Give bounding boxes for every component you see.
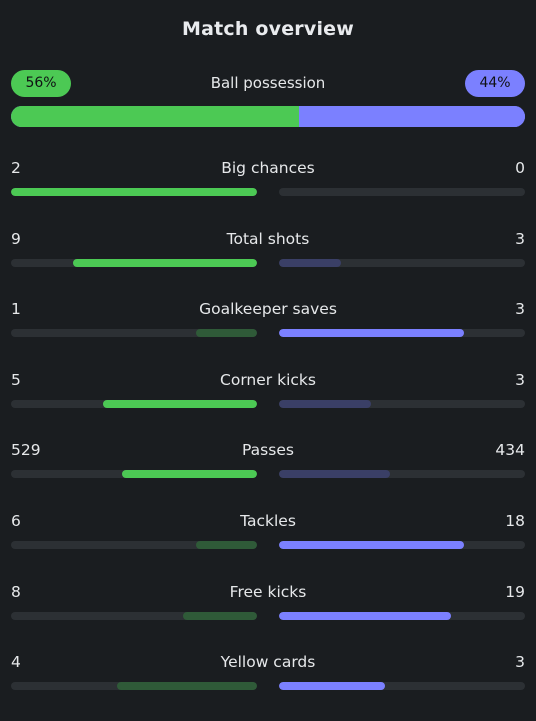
home-possession-badge: 56% [11,70,71,97]
ball-possession-row: 56% Ball possession 44% [11,70,525,127]
stat-home-value: 5 [11,370,21,389]
stat-home-value: 1 [11,300,21,319]
home-stat-track [11,470,257,479]
home-stat-fill [121,470,257,479]
home-stat-track [11,540,257,549]
stat-away-value: 3 [515,370,525,389]
away-stat-track [279,540,525,549]
page-title: Match overview [181,18,355,40]
away-stat-track [279,329,525,338]
home-stat-fill [195,329,257,338]
stat-away-value: 3 [515,653,525,672]
home-stat-fill [195,540,257,549]
possession-bar [11,106,525,127]
away-stat-track [279,258,525,267]
stat-label: Total shots [226,229,310,248]
stat-label: Tackles [240,511,296,530]
away-stat-fill [279,682,385,691]
home-stat-track [11,682,257,691]
home-possession-fill [11,106,299,127]
home-stat-track [11,611,257,620]
stat-label: Corner kicks [220,370,316,389]
stat-away-value: 3 [515,300,525,319]
away-stat-fill [279,540,464,549]
home-stat-fill [72,258,257,267]
home-stat-fill [103,399,257,408]
away-possession-fill [298,106,525,127]
away-possession-badge: 44% [465,70,525,97]
stat-label: Free kicks [229,582,307,601]
stat-away-value: 3 [515,229,525,248]
stat-label: Yellow cards [220,653,316,672]
stat-row: 5 Corner kicks 3 [11,368,525,439]
stat-away-value: 18 [505,511,525,530]
stat-home-value: 8 [11,582,21,601]
home-stat-fill [116,682,257,691]
home-stat-fill [183,611,257,620]
stat-row: 529 Passes 434 [11,438,525,509]
stat-home-value: 529 [11,441,41,460]
home-stat-track [11,399,257,408]
away-stat-track [279,188,525,196]
stat-row: 9 Total shots 3 [11,227,525,298]
away-stat-fill [279,611,452,620]
away-stat-track [279,682,525,691]
stat-home-value: 4 [11,653,21,672]
away-stat-fill [279,470,390,479]
home-stat-track [11,188,257,196]
stat-home-value: 2 [11,159,21,177]
stat-away-value: 0 [515,159,525,177]
stat-label: Goalkeeper saves [199,300,337,319]
stat-home-value: 9 [11,229,21,248]
stat-row: 6 Tackles 18 [11,509,525,580]
away-stat-track [279,399,525,408]
stat-label: Big chances [221,159,315,177]
home-stat-fill [11,188,257,196]
stat-row: 1 Goalkeeper saves 3 [11,297,525,368]
away-stat-track [279,470,525,479]
possession-label: Ball possession [210,74,326,92]
stat-row: 2 Big chances 0 [11,156,525,227]
stat-away-value: 434 [495,441,525,460]
stat-row: 8 Free kicks 19 [11,580,525,651]
stat-row: 4 Yellow cards 3 [11,650,525,721]
stats-list: 2 Big chances 0 9 Total shots 3 1 Goalkeeper sa… [11,156,525,721]
home-stat-track [11,258,257,267]
stat-label: Passes [242,441,294,460]
away-stat-fill [279,329,464,338]
stat-away-value: 19 [505,582,525,601]
away-stat-fill [279,399,372,408]
away-stat-track [279,611,525,620]
stat-home-value: 6 [11,511,21,530]
home-stat-track [11,329,257,338]
away-stat-fill [279,258,341,267]
